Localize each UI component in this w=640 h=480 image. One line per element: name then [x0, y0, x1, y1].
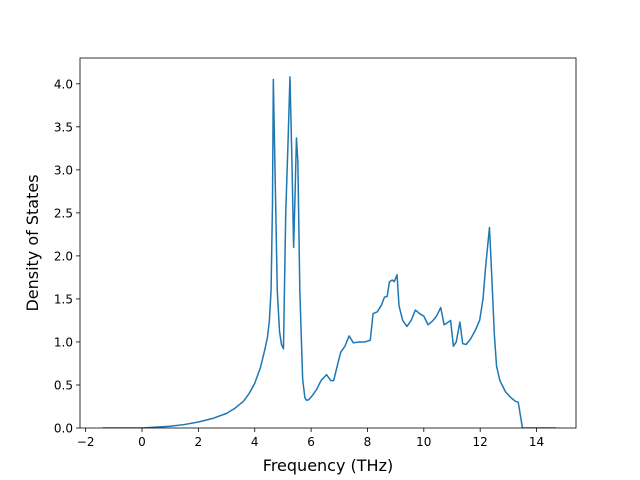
- y-tick-label: 0.5: [54, 378, 73, 392]
- x-tick-label: 2: [195, 435, 203, 449]
- x-tick-label: 8: [364, 435, 372, 449]
- x-tick-label: −2: [77, 435, 95, 449]
- x-axis-label: Frequency (THz): [263, 456, 393, 475]
- x-tick-label: 0: [138, 435, 146, 449]
- y-axis-label: Density of States: [23, 174, 42, 311]
- x-axis-ticks: −2 0 2 4 6 8 10 12 14: [77, 428, 544, 449]
- x-tick-label: 4: [251, 435, 259, 449]
- y-tick-label: 4.0: [54, 77, 73, 91]
- y-tick-label: 1.5: [54, 292, 73, 306]
- x-tick-label: 10: [416, 435, 431, 449]
- y-tick-label: 0.0: [54, 422, 73, 436]
- x-tick-label: 14: [529, 435, 544, 449]
- y-tick-label: 3.5: [54, 120, 73, 134]
- y-tick-label: 2.5: [54, 206, 73, 220]
- y-axis-ticks: 0.0 0.5 1.0 1.5 2.0 2.5 3.0 3.5 4.0: [54, 77, 80, 436]
- axes-frame: [79, 57, 577, 429]
- y-tick-label: 1.0: [54, 335, 73, 349]
- plot-area: [79, 57, 577, 429]
- y-tick-label: 3.0: [54, 163, 73, 177]
- x-tick-label: 6: [307, 435, 315, 449]
- x-tick-label: 12: [473, 435, 488, 449]
- y-tick-label: 2.0: [54, 249, 73, 263]
- dos-series-line: [102, 76, 557, 428]
